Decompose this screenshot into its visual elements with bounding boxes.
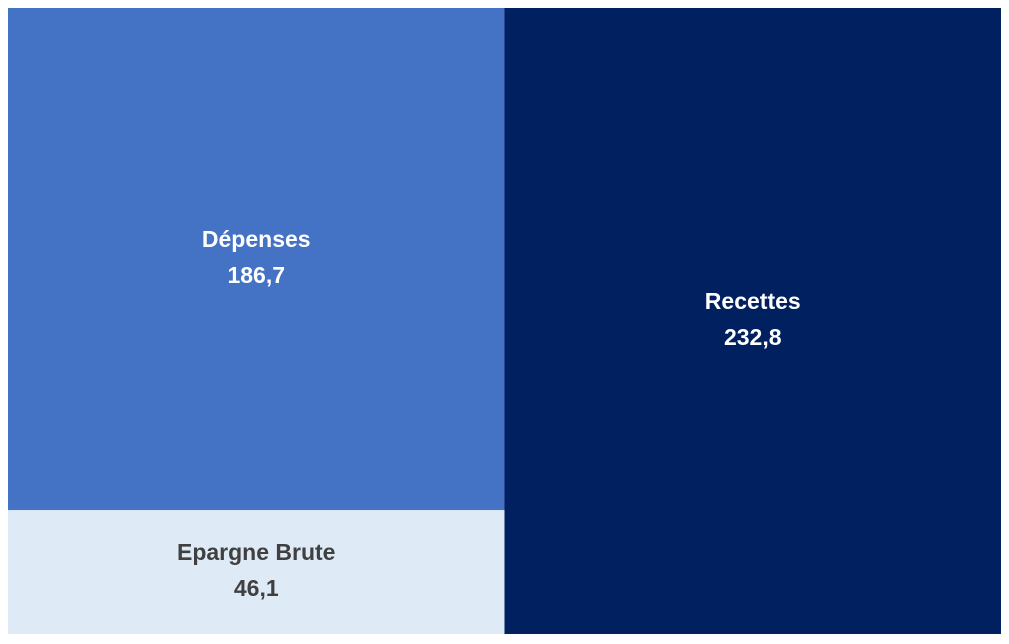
segment-name: Dépenses	[202, 226, 311, 252]
segment-name: Recettes	[705, 288, 801, 314]
value-label: 186,7	[227, 262, 285, 288]
value-label: 232,8	[724, 324, 782, 350]
bar-segment	[504, 8, 1001, 634]
bar-segment	[8, 8, 505, 511]
value-label: 46,1	[234, 575, 279, 601]
segment-name: Epargne Brute	[177, 539, 335, 565]
bar-segment	[8, 510, 505, 634]
